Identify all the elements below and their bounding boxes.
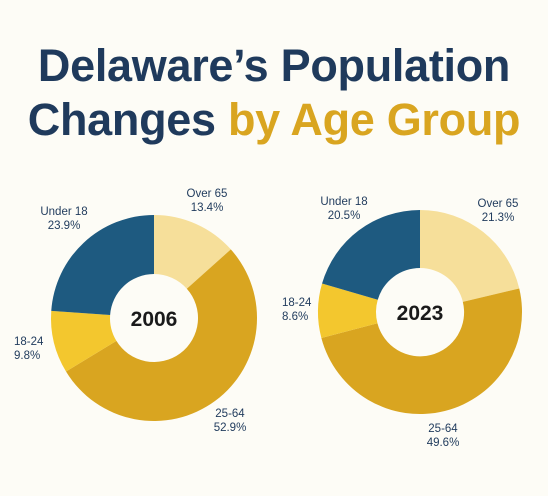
title-line-1: Delaware’s Population: [37, 40, 511, 91]
center-label-2006: 2006: [131, 308, 178, 331]
slice-label-25-64-2023: 25-64 49.6%: [427, 423, 460, 449]
slice-label-under-18-2006: Under 18 23.9%: [40, 206, 87, 232]
slice-under-18-2023: [322, 210, 420, 300]
slice-label-under-18-2023: Under 18 20.5%: [320, 196, 367, 222]
slice-label-18-24-2006: 18-24 9.8%: [14, 336, 44, 362]
donut-chart-2023: Over 65 21.3% 25-64 49.6% 18-24 8.6% Under 18 2…: [282, 196, 523, 449]
slice-label-18-24-2023: 18-24 8.6%: [282, 297, 312, 323]
slice-over-65-2006: [154, 215, 231, 289]
slice-over-65-2023: [420, 210, 520, 302]
title-line-2: Changes by Age Group: [0, 92, 548, 148]
title-line-2-part-2: by Age Group: [227, 94, 521, 145]
slice-25-64-2023: [321, 288, 523, 415]
center-label-2023: 2023: [397, 302, 444, 325]
slice-label-over-65-2023: Over 65 21.3%: [478, 198, 519, 224]
slice-label-25-64-2006: 25-64 52.9%: [214, 408, 247, 434]
title-line-2-part-1: Changes: [27, 94, 228, 145]
slice-under-18-2006: [51, 215, 154, 315]
slice-25-64-2006: [66, 249, 258, 422]
slice-18-24-2006: [51, 310, 117, 372]
slice-18-24-2023: [318, 283, 378, 338]
slice-label-over-65-2006: Over 65 13.4%: [187, 188, 228, 214]
donut-chart-2006: Over 65 13.4% 25-64 52.9% 18-24 9.8% Under 18 2…: [14, 188, 258, 434]
